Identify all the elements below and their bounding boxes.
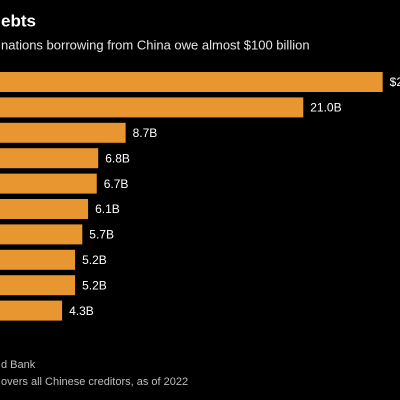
source: d Bank <box>1 359 36 371</box>
bar <box>0 300 63 321</box>
value-label: 4.3B <box>69 304 94 318</box>
bar <box>0 199 89 219</box>
bar <box>0 173 97 194</box>
chart-title: ebts <box>1 11 36 30</box>
value-label: 5.7B <box>89 228 114 242</box>
value-label: 5.2B <box>82 253 107 267</box>
chart-subtitle: nations borrowing from China owe almost … <box>1 37 310 52</box>
value-label: 21.0B <box>310 101 341 115</box>
bar <box>0 224 83 245</box>
bar <box>0 97 304 118</box>
value-label: 6.7B <box>104 177 129 191</box>
bar <box>0 72 383 92</box>
bar <box>0 249 76 270</box>
value-label: $2 <box>390 75 400 89</box>
bar <box>0 148 99 169</box>
value-label: 6.1B <box>95 202 120 216</box>
value-label: 6.8B <box>105 151 130 165</box>
bar <box>0 122 126 143</box>
note: overs all Chinese creditors, as of 2022 <box>1 376 188 388</box>
value-label: 8.7B <box>133 126 158 140</box>
value-label: 5.2B <box>82 278 107 292</box>
bar <box>0 275 76 296</box>
